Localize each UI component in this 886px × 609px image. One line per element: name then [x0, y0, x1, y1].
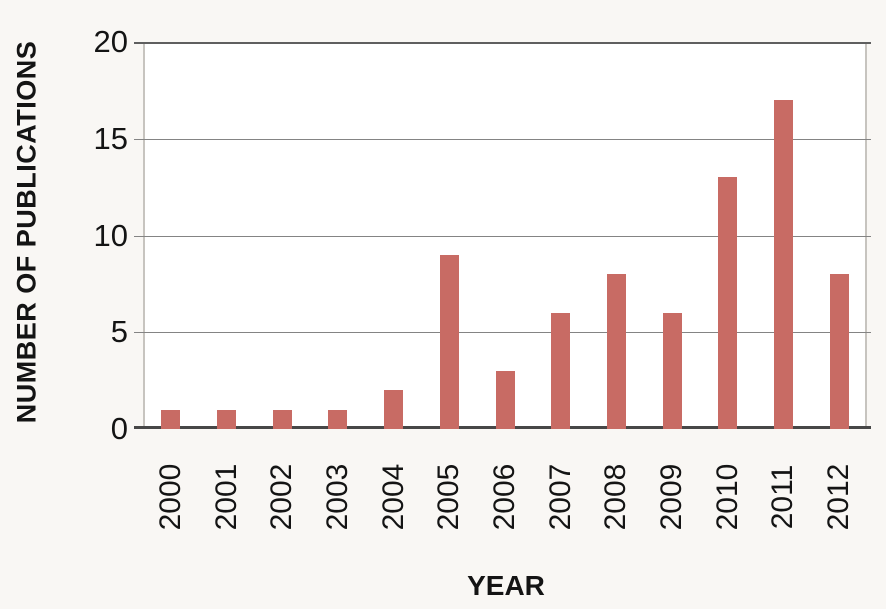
gridline-15 [134, 139, 871, 140]
x-tick-label-2001: 2001 [210, 463, 243, 531]
bar-2009 [663, 313, 682, 429]
bar-2008 [607, 274, 626, 429]
bar-2002 [273, 410, 292, 429]
plot-area [134, 42, 871, 429]
x-axis-title: YEAR [467, 570, 545, 601]
x-tick-label-2006: 2006 [488, 463, 521, 531]
x-tick-label-2011: 2011 [766, 464, 799, 530]
gridline-20 [134, 42, 871, 44]
x-tick-label-2007: 2007 [544, 463, 577, 531]
bar-2012 [830, 274, 849, 429]
y-tick-label-20: 20 [93, 24, 128, 59]
y-tick-label-5: 5 [110, 314, 128, 349]
bar-2005 [440, 255, 459, 429]
x-tick-label-2003: 2003 [321, 463, 354, 531]
y-tick-label-10: 10 [93, 218, 128, 253]
y-tick-label-15: 15 [93, 121, 128, 156]
x-tick-label-2008: 2008 [599, 463, 632, 531]
x-tick-label-2010: 2010 [711, 463, 744, 531]
x-tick-label-2002: 2002 [265, 463, 298, 531]
bar-2007 [551, 313, 570, 429]
y-tick-label-0: 0 [110, 411, 128, 446]
bar-2000 [161, 410, 180, 429]
gridline-5 [134, 332, 871, 333]
bar-2006 [496, 371, 515, 429]
bar-2010 [718, 177, 737, 429]
x-tick-label-2005: 2005 [432, 463, 465, 531]
bar-2001 [217, 410, 236, 429]
x-tick-label-2009: 2009 [655, 463, 688, 531]
bar-2003 [328, 410, 347, 429]
gridline-10 [134, 236, 871, 237]
x-tick-label-2000: 2000 [154, 463, 187, 531]
x-tick-label-2004: 2004 [377, 463, 410, 531]
bar-2004 [384, 390, 403, 429]
x-tick-label-2012: 2012 [822, 463, 855, 531]
bar-2011 [774, 100, 793, 429]
